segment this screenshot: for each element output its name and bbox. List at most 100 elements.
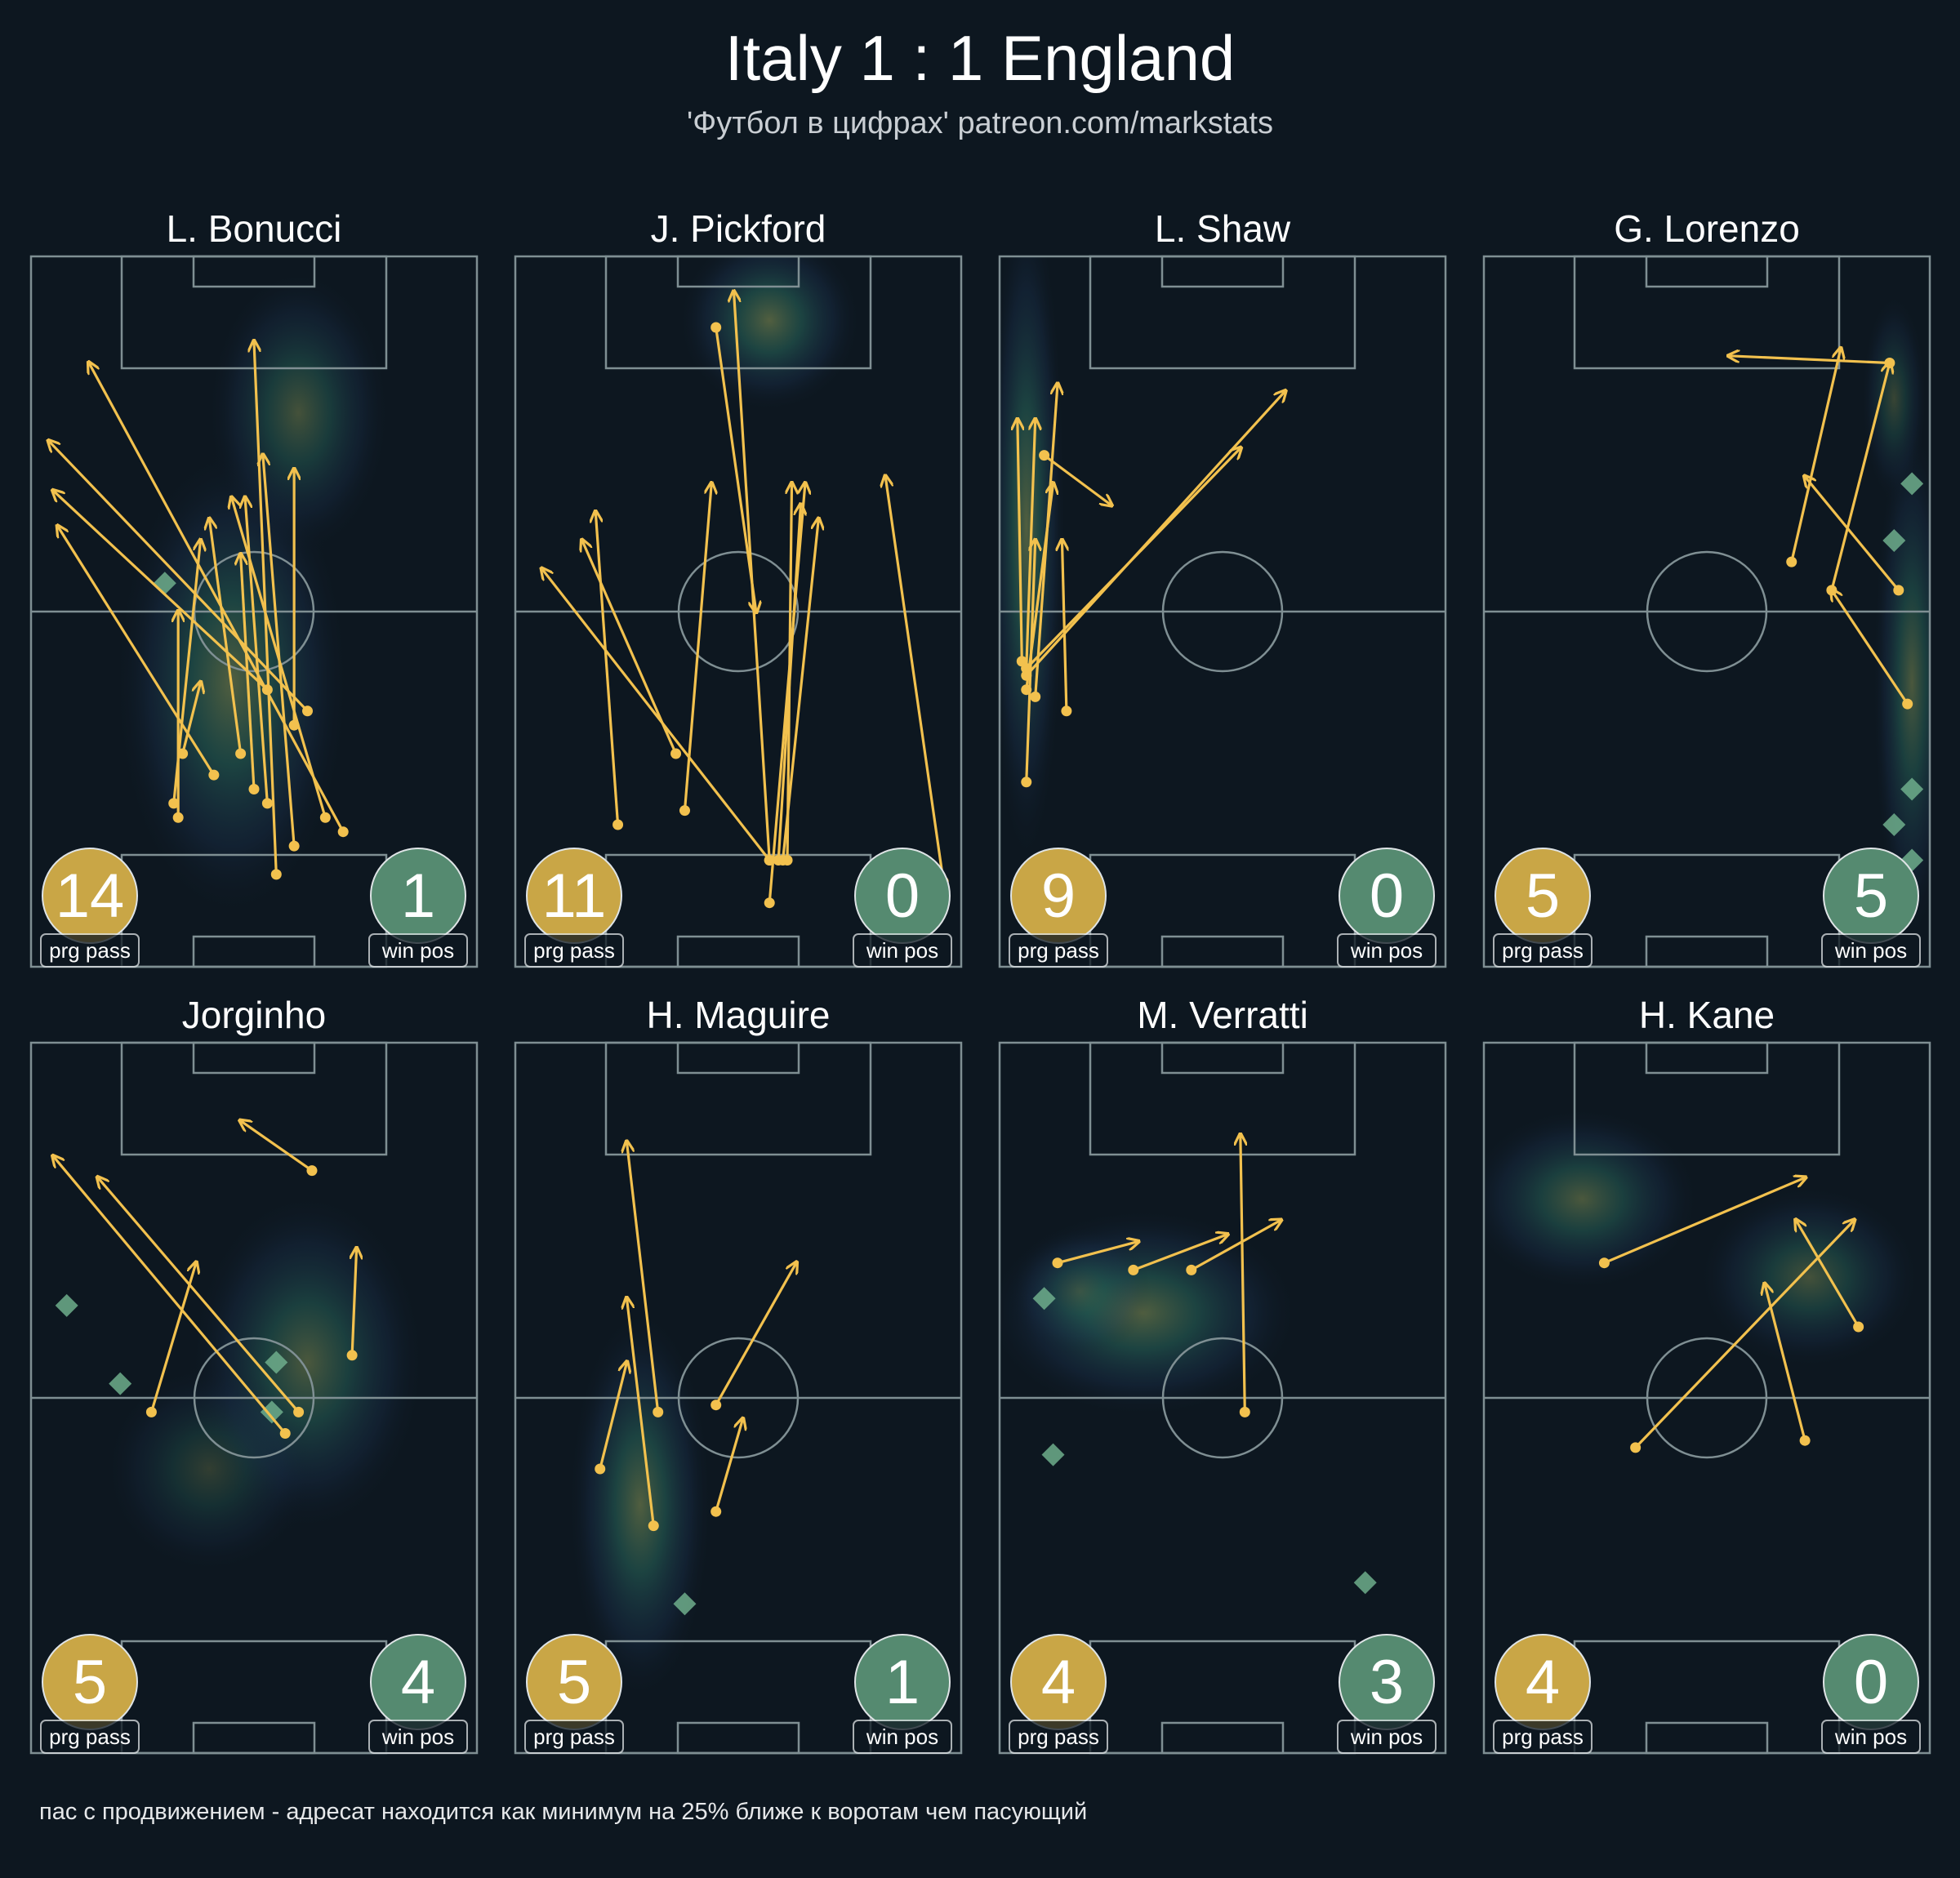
six-yard-box-top — [192, 255, 316, 288]
penalty-box-top — [1573, 255, 1841, 370]
win-pos-badge-value: 0 — [1370, 861, 1404, 931]
heat-blob — [1861, 294, 1927, 503]
pass-arrow — [1025, 483, 1054, 690]
player-name: H. Maguire — [647, 994, 831, 1036]
pass-origin — [1021, 684, 1032, 696]
pass-origin — [319, 812, 331, 823]
win-pos-badge-label-box — [853, 933, 952, 968]
center-circle — [193, 1337, 315, 1459]
pass-arrow — [89, 363, 345, 833]
six-yard-box-top — [1160, 1041, 1285, 1075]
player-panel: G. Lorenzo 5 prg pass 5 win pos — [1482, 207, 1931, 968]
center-circle — [677, 1337, 800, 1459]
pass-origin — [1061, 705, 1072, 717]
six-yard-box-top — [192, 1041, 316, 1075]
pass-arrow — [149, 1263, 196, 1413]
player-name: J. Pickford — [651, 207, 826, 250]
heat-blob — [1000, 256, 1066, 866]
center-circle — [1161, 550, 1284, 673]
six-yard-box-top — [1645, 255, 1769, 288]
pass-origin — [595, 1463, 606, 1475]
prg-pass-badge-label: prg pass — [533, 1724, 615, 1749]
pass-arrow — [715, 1263, 796, 1406]
heat-blob — [1873, 421, 1930, 944]
footnote: пас с продвижением - адресат находится к… — [39, 1799, 1088, 1825]
page-subtitle: 'Футбол в цифрах' patreon.com/markstats — [687, 106, 1273, 140]
penalty-box-bottom — [120, 1640, 388, 1755]
prg-pass-badge-label-box — [1009, 1720, 1108, 1754]
pass-origin — [168, 798, 180, 809]
win-position-marker — [260, 1400, 283, 1424]
win-pos-badge-label-box — [853, 1720, 952, 1754]
heat-blob — [678, 256, 862, 412]
win-pos-badge-label-box — [368, 933, 468, 968]
pass-arrow — [1603, 1177, 1805, 1265]
pass-origin — [302, 705, 314, 717]
prg-pass-badge-label-box — [40, 1720, 140, 1754]
player-panel: L. Bonucci 14 prg pass 1 win pos — [29, 207, 479, 968]
page-title: Italy 1 : 1 England — [724, 22, 1236, 94]
heat-blob — [1484, 1107, 1700, 1291]
prg-pass-badge-value: 4 — [1041, 1648, 1076, 1717]
win-pos-badge-label: win pos — [1350, 938, 1423, 963]
pass-origin — [208, 769, 220, 781]
pass-arrow — [1043, 454, 1111, 505]
win-position-marker — [1882, 813, 1906, 836]
pass-arrow — [599, 1363, 627, 1470]
prg-pass-badge-label-box — [524, 1720, 624, 1754]
pass-arrow — [1790, 349, 1841, 563]
prg-pass-badge-label-box — [524, 933, 624, 968]
pass-origin — [1021, 663, 1032, 674]
heat-blob — [1008, 1226, 1152, 1357]
six-yard-box-bottom — [1645, 1721, 1769, 1755]
pass-origin — [670, 748, 682, 759]
pass-arrow — [1025, 391, 1285, 677]
pass-arrow — [352, 1248, 356, 1355]
pass-origin — [1239, 1406, 1250, 1417]
center-circle — [677, 550, 800, 673]
pass-origin — [235, 748, 247, 759]
pass-origin — [1884, 358, 1895, 368]
prg-pass-badge-value: 11 — [542, 861, 607, 931]
win-position-marker — [1900, 472, 1924, 496]
heatmap — [105, 1192, 425, 1573]
pass-arrow — [715, 1419, 743, 1512]
center-circle — [1161, 1337, 1284, 1459]
pass-origin — [145, 1406, 157, 1417]
pass-arrow — [595, 512, 620, 826]
pass-arrow — [1805, 477, 1900, 591]
six-yard-box-top — [1160, 255, 1285, 288]
pass-origin — [710, 1506, 722, 1517]
pass-origin — [279, 1428, 291, 1439]
pass-arrow — [1018, 420, 1022, 661]
pass-arrow — [1025, 448, 1241, 670]
pass-origin — [1598, 1257, 1610, 1269]
pass-arrow — [181, 683, 201, 754]
win-position-marker — [1041, 1443, 1065, 1466]
win-pos-badge-value: 0 — [1854, 1648, 1888, 1717]
pass-origin — [1893, 585, 1904, 596]
win-position-marker — [1882, 529, 1906, 552]
pass-origin — [293, 1406, 305, 1417]
pass-arrow — [53, 491, 269, 691]
player-name: L. Shaw — [1155, 207, 1291, 250]
win-position-marker — [1900, 777, 1924, 801]
prg-pass-badge-label-box — [1493, 933, 1592, 968]
six-yard-box-bottom — [1160, 935, 1285, 968]
pass-origin — [261, 798, 273, 809]
six-yard-box-bottom — [1645, 935, 1769, 968]
prg-pass-badge-value: 5 — [1526, 861, 1560, 931]
pass-arrow — [1062, 541, 1066, 711]
pass-arrow — [715, 327, 756, 612]
pass-origin — [1853, 1321, 1864, 1333]
prg-pass-badge-label: prg pass — [49, 938, 131, 963]
pass-arrow — [1830, 363, 1890, 591]
pass-arrow — [49, 441, 309, 712]
penalty-box-top — [1089, 255, 1356, 370]
player-panel: H. Maguire 5 prg pass 1 win pos — [514, 994, 963, 1755]
center-circle — [1646, 1337, 1768, 1459]
win-pos-badge-label: win pos — [1350, 1724, 1423, 1749]
pass-arrow — [1241, 1135, 1245, 1413]
pass-origin — [710, 1400, 722, 1411]
six-yard-box-bottom — [1160, 1721, 1285, 1755]
